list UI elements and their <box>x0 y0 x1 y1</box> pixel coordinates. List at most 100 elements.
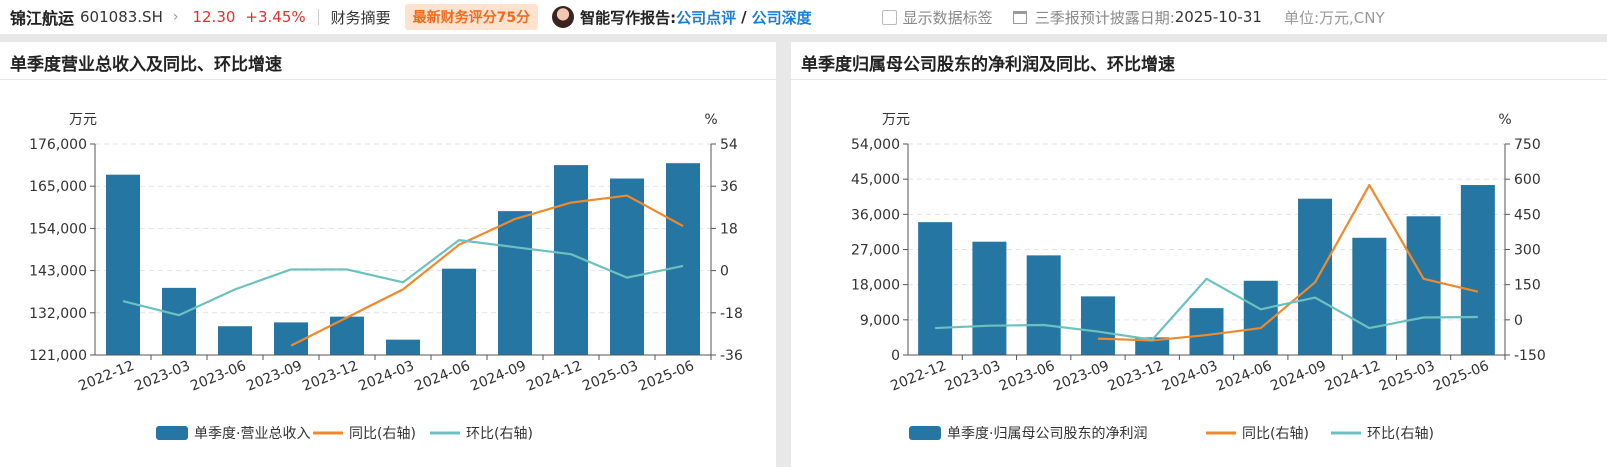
stock-code: 601083.SH <box>80 8 163 26</box>
revenue-chart-panel: 单季度营业总收入及同比、环比增速 121,000 132,000 143,000 15… <box>0 42 776 467</box>
bar <box>610 178 644 355</box>
x-tick-label: 2024-12 <box>1323 358 1383 395</box>
x-tick-label: 2023-03 <box>132 358 192 395</box>
y-tick-label: 165,000 <box>29 179 87 195</box>
profit-chart[interactable]: 0 9,000 18,000 27,000 36,000 45,000 54,000 -150… <box>791 42 1607 467</box>
score-badge[interactable]: 最新财务评分75分 <box>404 4 539 30</box>
y-tick-label: 121,000 <box>29 348 87 364</box>
x-tick-label: 2025-06 <box>1431 358 1491 395</box>
y-tick-label: 154,000 <box>29 221 87 237</box>
x-tick-label: 2023-06 <box>997 358 1057 395</box>
x-tick-label: 2023-09 <box>244 358 304 395</box>
price-change: +3.45% <box>245 8 306 26</box>
y-tick-label: 9,000 <box>860 313 900 329</box>
bar <box>1298 198 1333 355</box>
y2-tick-label: 450 <box>1514 207 1541 223</box>
legend-swatch-bar <box>909 426 941 440</box>
bar <box>498 211 532 355</box>
report-label: 智能写作报告: <box>580 8 677 27</box>
x-tick-label: 2025-03 <box>1377 358 1437 395</box>
left-axis-unit: 万元 <box>69 112 97 128</box>
bar <box>106 174 140 355</box>
divider <box>0 79 776 80</box>
report-separator: / <box>741 8 747 26</box>
y-tick-label: 0 <box>891 348 900 364</box>
bar <box>162 287 196 355</box>
x-tick-label: 2025-06 <box>636 358 696 395</box>
x-tick-label: 2023-12 <box>300 358 360 395</box>
y2-tick-label: -18 <box>720 306 743 322</box>
bar <box>1026 255 1061 355</box>
header-bar: 锦江航运 601083.SH › 12.30 +3.45% 财务摘要 最新财务评… <box>0 0 1607 34</box>
y2-tick-label: -150 <box>1514 348 1546 364</box>
y2-tick-label: 600 <box>1514 172 1541 188</box>
chart-title: 单季度归属母公司股东的净利润及同比、环比增速 <box>801 55 1175 75</box>
y-tick-label: 45,000 <box>851 172 900 188</box>
y-tick-label: 36,000 <box>851 207 900 223</box>
x-tick-label: 2023-03 <box>943 358 1003 395</box>
bar <box>1189 308 1224 355</box>
bar <box>218 326 252 355</box>
divider <box>317 9 319 25</box>
x-tick-label: 2023-06 <box>188 358 248 395</box>
x-tick-label: 2024-12 <box>524 358 584 395</box>
x-tick-label: 2024-09 <box>1268 358 1328 395</box>
revenue-chart[interactable]: 121,000 132,000 143,000 154,000 165,000 176,0… <box>0 42 776 467</box>
bar <box>274 322 308 355</box>
x-tick-label: 2024-06 <box>1214 358 1274 395</box>
chevron-right-icon[interactable]: › <box>172 9 179 25</box>
unit-label: 单位:万元,CNY <box>1283 8 1385 27</box>
y-tick-label: 54,000 <box>851 137 900 153</box>
y2-tick-label: 300 <box>1514 243 1541 259</box>
y-tick-label: 18,000 <box>851 278 900 294</box>
calendar-icon <box>1012 10 1027 24</box>
stock-price: 12.30 <box>192 8 236 26</box>
x-tick-label: 2024-06 <box>412 358 472 395</box>
right-axis-unit: % <box>1498 112 1511 128</box>
stock-name[interactable]: 锦江航运 <box>10 9 75 28</box>
bar <box>972 241 1007 355</box>
x-tick-label: 2024-03 <box>356 358 416 395</box>
y2-tick-label: 0 <box>720 264 729 280</box>
x-tick-label: 2024-03 <box>1160 358 1220 395</box>
report-link-review[interactable]: 公司点评 <box>676 8 737 27</box>
y-tick-label: 176,000 <box>29 137 87 153</box>
bar <box>442 268 476 355</box>
divider <box>791 79 1607 80</box>
show-labels-label[interactable]: 显示数据标签 <box>902 8 993 27</box>
legend-label: 单季度·营业总收入 <box>194 426 310 442</box>
y2-tick-label: 36 <box>720 179 738 195</box>
report-link-depth[interactable]: 公司深度 <box>751 8 812 27</box>
show-labels-checkbox[interactable] <box>881 9 897 25</box>
legend-label: 同比(右轴) <box>1242 426 1309 442</box>
yoy-line <box>290 194 684 347</box>
legend-swatch-bar <box>156 426 188 440</box>
bar <box>918 222 953 355</box>
avatar <box>552 6 575 28</box>
qoq-line <box>122 239 684 317</box>
y2-tick-label: 18 <box>720 221 738 237</box>
right-axis-unit: % <box>704 112 717 128</box>
chart-title: 单季度营业总收入及同比、环比增速 <box>10 55 282 75</box>
bar <box>1406 216 1441 355</box>
legend-label: 单季度·归属母公司股东的净利润 <box>947 425 1147 442</box>
bar <box>666 163 700 355</box>
disclose-label: 三季报预计披露日期: <box>1034 8 1175 27</box>
legend-label: 环比(右轴) <box>466 426 533 442</box>
legend-label: 同比(右轴) <box>349 426 416 442</box>
y-tick-label: 27,000 <box>851 243 900 259</box>
x-tick-label: 2023-12 <box>1105 358 1165 395</box>
y2-tick-label: 750 <box>1514 137 1541 153</box>
y2-tick-label: 0 <box>1514 313 1523 329</box>
y2-tick-label: 54 <box>720 137 738 153</box>
y-tick-label: 132,000 <box>29 306 87 322</box>
summary-tab[interactable]: 财务摘要 <box>330 8 391 27</box>
bar <box>1460 185 1495 355</box>
yoy-line <box>1097 183 1479 342</box>
left-axis-unit: 万元 <box>882 112 910 128</box>
legend-label: 环比(右轴) <box>1367 426 1434 442</box>
y2-tick-label: -36 <box>720 348 743 364</box>
bar <box>1080 296 1115 355</box>
y2-tick-label: 150 <box>1514 278 1541 294</box>
bar <box>386 339 420 355</box>
